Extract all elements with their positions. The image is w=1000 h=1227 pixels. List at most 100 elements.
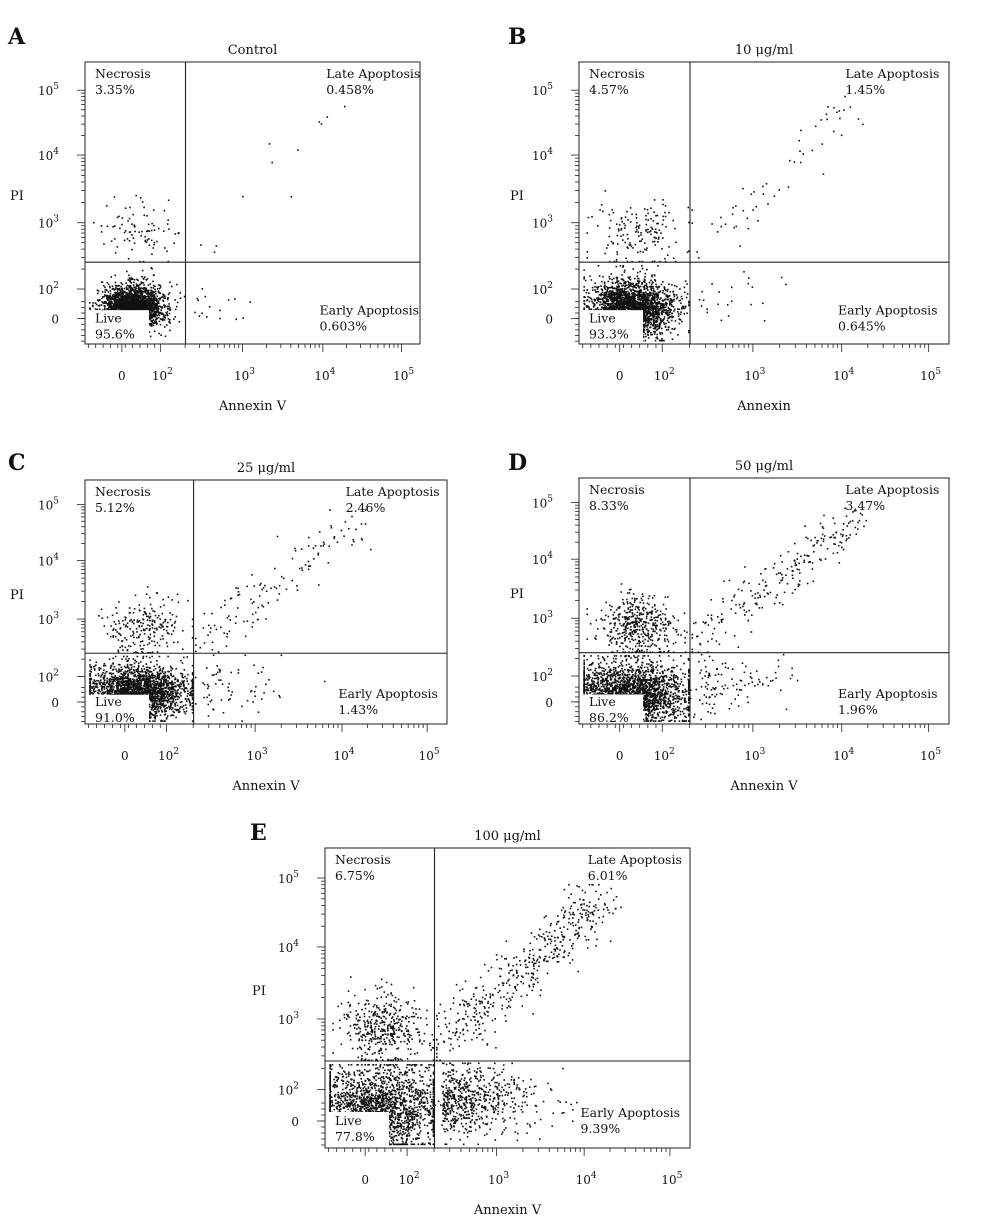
event-point xyxy=(645,273,647,275)
y-tick-label: 103 xyxy=(38,215,59,231)
event-point xyxy=(122,217,124,219)
event-point xyxy=(153,319,155,321)
event-point xyxy=(138,231,140,233)
event-point xyxy=(688,302,690,304)
event-point xyxy=(114,275,116,277)
event-point xyxy=(149,301,151,303)
event-point xyxy=(151,300,153,302)
event-point xyxy=(150,298,152,300)
event-point xyxy=(140,292,142,294)
event-point xyxy=(626,285,628,287)
event-point xyxy=(131,306,133,308)
event-point xyxy=(115,299,117,301)
event-point xyxy=(625,283,627,285)
event-point xyxy=(586,289,588,291)
event-point xyxy=(145,306,147,308)
event-point xyxy=(130,287,132,289)
event-point xyxy=(648,322,650,324)
event-point xyxy=(114,238,116,240)
event-point xyxy=(180,297,182,299)
event-point xyxy=(663,340,665,342)
event-point xyxy=(584,304,586,306)
event-point xyxy=(104,302,106,304)
quadrant-percent-bottom-left: 95.6% xyxy=(95,327,135,342)
event-point xyxy=(133,284,135,286)
panel-title: Control xyxy=(228,43,278,58)
event-point xyxy=(115,282,117,284)
event-point xyxy=(162,300,164,302)
event-point xyxy=(111,299,113,301)
event-point xyxy=(607,296,609,298)
event-point xyxy=(297,149,299,151)
event-point xyxy=(677,311,679,313)
event-point xyxy=(639,271,641,273)
event-point xyxy=(168,308,170,310)
event-point xyxy=(686,297,688,299)
event-point xyxy=(604,285,606,287)
event-point xyxy=(654,318,656,320)
event-point xyxy=(650,324,652,326)
event-point xyxy=(679,288,681,290)
event-point xyxy=(139,308,141,310)
event-point xyxy=(105,289,107,291)
event-point xyxy=(642,268,644,270)
event-point xyxy=(138,285,140,287)
event-point xyxy=(646,326,648,328)
event-point xyxy=(151,240,153,242)
event-point xyxy=(150,283,152,285)
event-point xyxy=(153,274,155,276)
event-point xyxy=(673,299,675,301)
y-tick-label: 0 xyxy=(51,313,59,327)
event-point xyxy=(626,301,628,303)
event-point xyxy=(656,330,658,332)
event-point xyxy=(646,283,648,285)
event-point xyxy=(666,329,668,331)
event-point xyxy=(621,308,623,310)
event-point xyxy=(153,300,155,302)
event-point xyxy=(126,289,128,291)
event-point xyxy=(635,303,637,305)
event-point xyxy=(177,233,179,235)
event-point xyxy=(650,292,652,294)
event-point xyxy=(645,322,647,324)
event-point xyxy=(154,242,156,244)
event-point xyxy=(144,215,146,217)
event-point xyxy=(671,305,673,307)
event-point xyxy=(130,294,132,296)
panel-letter: A xyxy=(7,24,26,50)
event-point xyxy=(657,304,659,306)
event-point xyxy=(583,296,585,298)
event-point xyxy=(630,282,632,284)
event-point xyxy=(115,252,117,254)
event-point xyxy=(135,289,137,291)
event-point xyxy=(630,285,632,287)
event-point xyxy=(626,297,628,299)
event-point xyxy=(151,315,153,317)
event-point xyxy=(620,296,622,298)
event-point xyxy=(668,307,670,309)
event-point xyxy=(592,302,594,304)
event-point xyxy=(159,299,161,301)
event-point xyxy=(664,299,666,301)
event-point xyxy=(682,306,684,308)
event-point xyxy=(643,305,645,307)
event-point xyxy=(671,313,673,315)
event-point xyxy=(642,300,644,302)
event-point xyxy=(169,319,171,321)
event-point xyxy=(156,324,158,326)
event-point xyxy=(665,289,667,291)
event-point xyxy=(643,293,645,295)
event-point xyxy=(206,316,208,318)
event-point xyxy=(654,333,656,335)
event-point xyxy=(201,313,203,315)
event-point xyxy=(92,302,94,304)
event-point xyxy=(175,316,177,318)
event-point xyxy=(589,301,591,303)
event-point xyxy=(134,299,136,301)
event-point xyxy=(614,306,616,308)
event-point xyxy=(604,303,606,305)
event-point xyxy=(662,321,664,323)
event-point xyxy=(596,286,598,288)
event-point xyxy=(649,286,651,288)
event-point xyxy=(164,296,166,298)
